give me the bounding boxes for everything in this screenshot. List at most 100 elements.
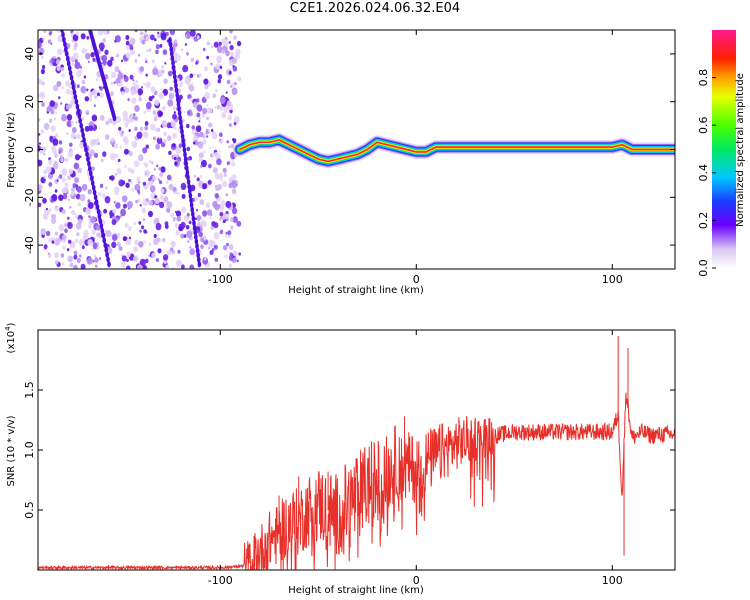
noise-speck [164, 62, 167, 65]
noise-speck [175, 229, 181, 236]
noise-speck [126, 251, 131, 258]
noise-speck [225, 200, 232, 209]
noise-streak [71, 84, 76, 91]
noise-speck [79, 65, 82, 69]
noise-speck [129, 74, 134, 80]
noise-speck [67, 150, 74, 158]
noise-speck [62, 234, 67, 241]
noise-speck [50, 217, 57, 224]
noise-speck [78, 254, 82, 258]
noise-speck [169, 92, 175, 100]
noise-speck [120, 208, 126, 217]
noise-speck [158, 111, 163, 117]
noise-streak [195, 247, 200, 254]
noise-speck [217, 79, 221, 84]
noise-speck [148, 95, 153, 102]
noise-streak [186, 179, 191, 185]
noise-speck [75, 31, 80, 36]
noise-speck [110, 81, 114, 86]
noise-speck [56, 65, 61, 71]
noise-speck [214, 244, 218, 250]
noise-speck [216, 104, 220, 110]
noise-streak [176, 101, 181, 108]
noise-streak [190, 206, 194, 213]
noise-speck [137, 198, 141, 203]
noise-speck [64, 182, 69, 188]
noise-speck [45, 217, 48, 220]
noise-speck [153, 90, 158, 96]
snr-x-axis-title: Height of straight line (km) [288, 585, 424, 596]
noise-speck [86, 88, 89, 92]
noise-speck [54, 111, 58, 115]
spectrogram-y-ticks: -40 -20 0 20 40 [23, 47, 675, 254]
noise-streak [189, 201, 194, 208]
noise-speck [199, 199, 205, 205]
noise-speck [94, 95, 98, 99]
noise-speck [48, 238, 52, 243]
noise-speck [148, 48, 152, 52]
noise-speck [132, 142, 137, 148]
noise-speck [222, 180, 228, 188]
noise-speck [143, 162, 147, 167]
noise-speck [211, 152, 216, 157]
noise-speck [42, 30, 47, 33]
noise-speck [214, 172, 221, 180]
noise-speck [38, 118, 41, 122]
noise-speck [109, 215, 112, 219]
noise-speck [156, 137, 163, 145]
noise-speck [57, 176, 60, 180]
noise-streak [78, 117, 82, 124]
noise-speck [139, 204, 142, 207]
noise-speck [155, 143, 161, 150]
noise-speck [55, 59, 61, 65]
noise-speck [164, 121, 167, 125]
noise-speck [219, 96, 226, 104]
noise-speck [102, 193, 106, 199]
noise-speck [124, 122, 129, 128]
noise-streak [168, 41, 173, 48]
noise-speck [126, 119, 130, 124]
noise-speck [192, 135, 199, 143]
noise-speck [103, 208, 108, 214]
noise-speck [162, 237, 166, 243]
noise-speck [79, 238, 85, 246]
noise-speck [104, 134, 110, 140]
noise-speck [76, 133, 81, 140]
noise-speck [137, 53, 141, 57]
noise-speck [123, 75, 129, 82]
noise-speck [187, 240, 190, 243]
noise-speck [224, 213, 230, 220]
noise-speck [172, 218, 176, 222]
noise-speck [183, 110, 186, 114]
noise-speck [221, 200, 226, 206]
noise-speck [41, 81, 45, 86]
noise-speck [157, 34, 161, 39]
noise-speck [94, 257, 99, 263]
noise-speck [151, 161, 154, 165]
noise-speck [172, 143, 176, 148]
noise-speck [88, 125, 94, 132]
noise-speck [153, 168, 156, 171]
noise-speck [40, 228, 46, 236]
noise-speck [123, 148, 129, 155]
noise-speck [44, 208, 51, 216]
noise-streak [82, 136, 86, 143]
noise-streak [192, 224, 197, 231]
noise-speck [229, 30, 233, 34]
noise-streak [104, 246, 108, 253]
noise-speck [219, 218, 222, 222]
noise-streak [98, 218, 103, 225]
noise-speck [124, 164, 127, 168]
x-tick-label: 100 [602, 574, 623, 587]
noise-speck [52, 161, 59, 170]
noise-speck [120, 59, 124, 63]
noise-speck [125, 238, 131, 246]
noise-speck [75, 238, 79, 243]
noise-speck [154, 99, 160, 106]
noise-speck [198, 120, 201, 123]
noise-speck [169, 86, 173, 91]
noise-speck [226, 100, 232, 107]
noise-speck [38, 185, 43, 192]
noise-streak [102, 237, 106, 244]
noise-speck [216, 55, 222, 63]
